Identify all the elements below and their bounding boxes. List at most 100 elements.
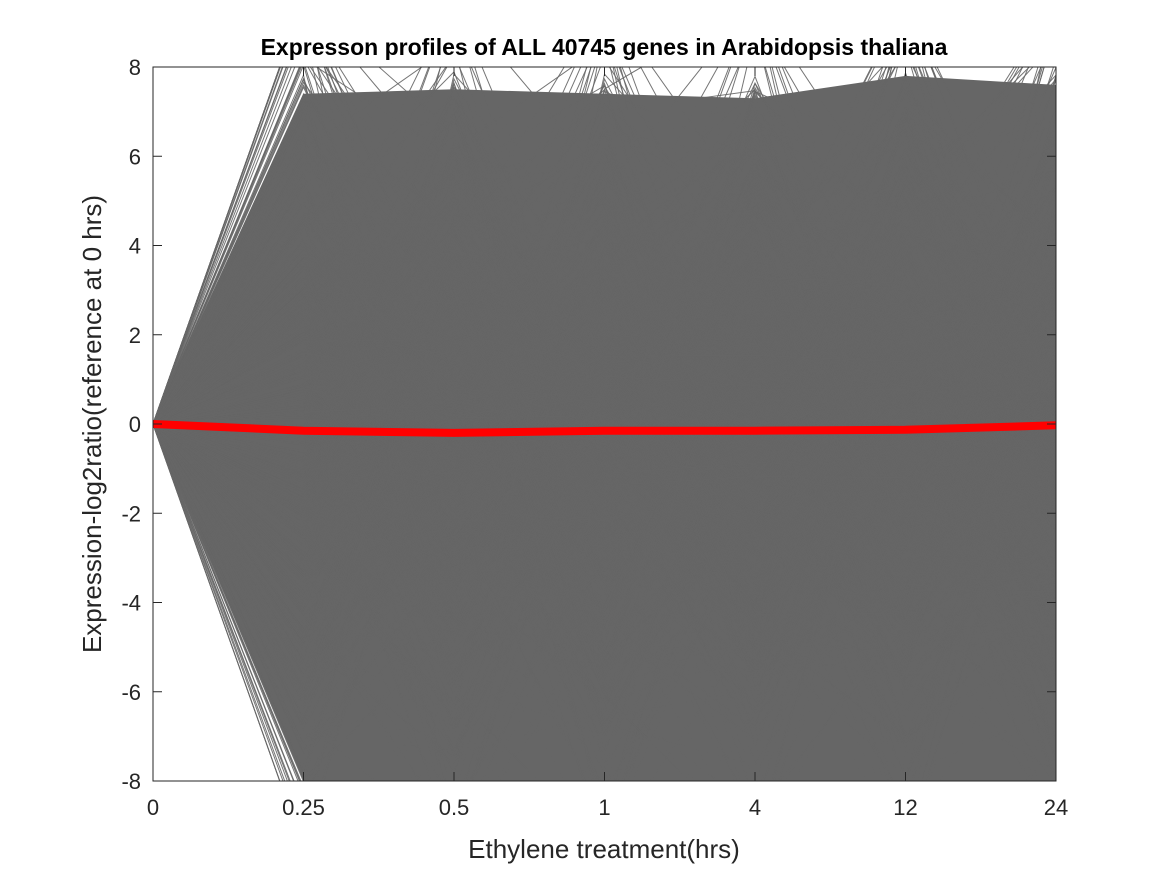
gene-profile-line: [153, 333, 1056, 512]
gene-profile-line: [153, 67, 1056, 584]
gene-profile-line: [153, 325, 1056, 781]
gene-profile-line: [153, 186, 1056, 618]
gene-profile-line: [153, 250, 1056, 709]
gene-profile-line: [153, 101, 1056, 548]
gene-profile-line: [153, 151, 1056, 441]
gene-profile-line: [153, 200, 1056, 674]
y-tick-label: 2: [129, 323, 141, 348]
gene-profile-line: [153, 266, 1056, 781]
gene-profile-line: [153, 88, 1056, 550]
gene-profile-line: [153, 67, 1056, 678]
gene-profile-line: [153, 151, 1056, 611]
y-axis-ticks: -8 -6 -4 -2 0 2 4 6 8: [121, 55, 1056, 794]
gene-profile-line: [153, 277, 1056, 690]
gene-profile-line: [153, 114, 1056, 536]
gene-profile-line: [153, 191, 1056, 637]
gene-profile-line: [153, 85, 1056, 654]
x-tick-label: 0: [147, 795, 159, 820]
gene-profile-line: [153, 235, 1056, 781]
x-tick-label: 1: [598, 795, 610, 820]
x-tick-label: 24: [1044, 795, 1068, 820]
gene-profile-line: [153, 75, 1056, 468]
gene-profile-line: [153, 268, 1056, 781]
gene-profile-line: [153, 384, 1056, 725]
x-tick-label: 12: [893, 795, 917, 820]
y-tick-label: 6: [129, 144, 141, 169]
gene-profile-line: [153, 148, 1056, 738]
gene-profile-line: [153, 294, 1056, 585]
gene-profile-line: [153, 67, 1056, 487]
gene-profile-line: [153, 174, 1056, 619]
gene-profile-line: [153, 162, 1056, 643]
gene-profile-line: [153, 396, 1056, 781]
gene-profile-line: [153, 341, 1056, 513]
gene-profile-line: [153, 300, 1056, 679]
gene-profile-line: [153, 361, 1056, 625]
gene-profile-line: [153, 126, 1056, 543]
gene-profile-line: [153, 188, 1056, 688]
gene-profile-line: [153, 185, 1056, 646]
gene-profile-line: [153, 152, 1056, 726]
gene-profile-line: [153, 192, 1056, 583]
gene-profile-line: [153, 180, 1056, 693]
gene-profile-line: [153, 153, 1056, 781]
gene-profile-line: [153, 290, 1056, 594]
gene-profile-line: [153, 322, 1056, 781]
chart-title: Expresson profiles of ALL 40745 genes in…: [261, 34, 948, 60]
gene-profile-line: [153, 408, 1056, 759]
gene-profile-line: [153, 172, 1056, 758]
x-axis-ticks: 0 0.25 0.5 1 4 12 24: [147, 67, 1068, 820]
gene-profile-line: [153, 271, 1056, 465]
gene-profile-line: [153, 67, 1043, 630]
gene-profile-line: [153, 285, 1056, 781]
gene-profile-line: [153, 67, 1042, 425]
gene-profile-line: [153, 320, 1056, 781]
gene-profile-line: [153, 233, 1056, 499]
mean-profile-line: [153, 420, 1056, 437]
gene-profile-line: [153, 268, 1056, 658]
mean-profile-group: [153, 420, 1056, 437]
gene-profile-line: [153, 67, 1034, 581]
y-tick-label: -2: [121, 501, 141, 526]
gene-profile-line: [153, 218, 1056, 613]
gene-profile-line: [153, 151, 1056, 586]
gene-profile-line: [153, 113, 1056, 558]
gene-profile-line: [153, 107, 1056, 631]
gene-profile-line: [153, 67, 1056, 601]
gene-profile-line: [153, 335, 1056, 480]
y-axis-label: Expression-log2ratio(reference at 0 hrs): [77, 195, 107, 653]
gene-profile-line: [153, 67, 1056, 428]
gene-profile-line: [153, 210, 1056, 618]
gene-profile-line: [153, 335, 1056, 590]
y-tick-label: 4: [129, 234, 141, 259]
gene-profile-line: [153, 219, 1056, 684]
gene-profile-line: [153, 265, 1056, 657]
gene-profile-line: [153, 67, 1056, 511]
gene-profile-line: [153, 185, 1056, 575]
gene-profile-line: [153, 280, 1056, 555]
gene-profile-line: [153, 300, 1056, 500]
gene-profile-line: [153, 203, 1056, 439]
gene-profile-line: [153, 82, 1056, 539]
gene-profile-line: [153, 275, 1056, 691]
gene-profile-line: [153, 173, 1056, 643]
gene-profile-line: [153, 370, 1056, 603]
gene-profile-line: [153, 143, 1056, 698]
y-tick-label: -8: [121, 769, 141, 794]
gene-profile-line: [153, 286, 1056, 601]
gene-profile-line: [153, 381, 1056, 580]
y-tick-label: -6: [121, 680, 141, 705]
gene-profile-line: [153, 90, 1056, 781]
gene-profile-line: [153, 67, 1056, 781]
gene-profile-line: [153, 166, 1056, 531]
gene-profile-line: [153, 67, 1056, 523]
gene-profile-line: [153, 106, 1056, 522]
gene-profile-line: [153, 180, 1056, 781]
gene-profile-line: [153, 67, 1056, 781]
gene-profile-line: [153, 205, 1056, 702]
gene-profile-line: [153, 267, 1056, 563]
gene-profile-line: [153, 291, 1056, 609]
gene-profile-line: [153, 119, 1056, 642]
gene-profile-line: [153, 226, 1056, 739]
